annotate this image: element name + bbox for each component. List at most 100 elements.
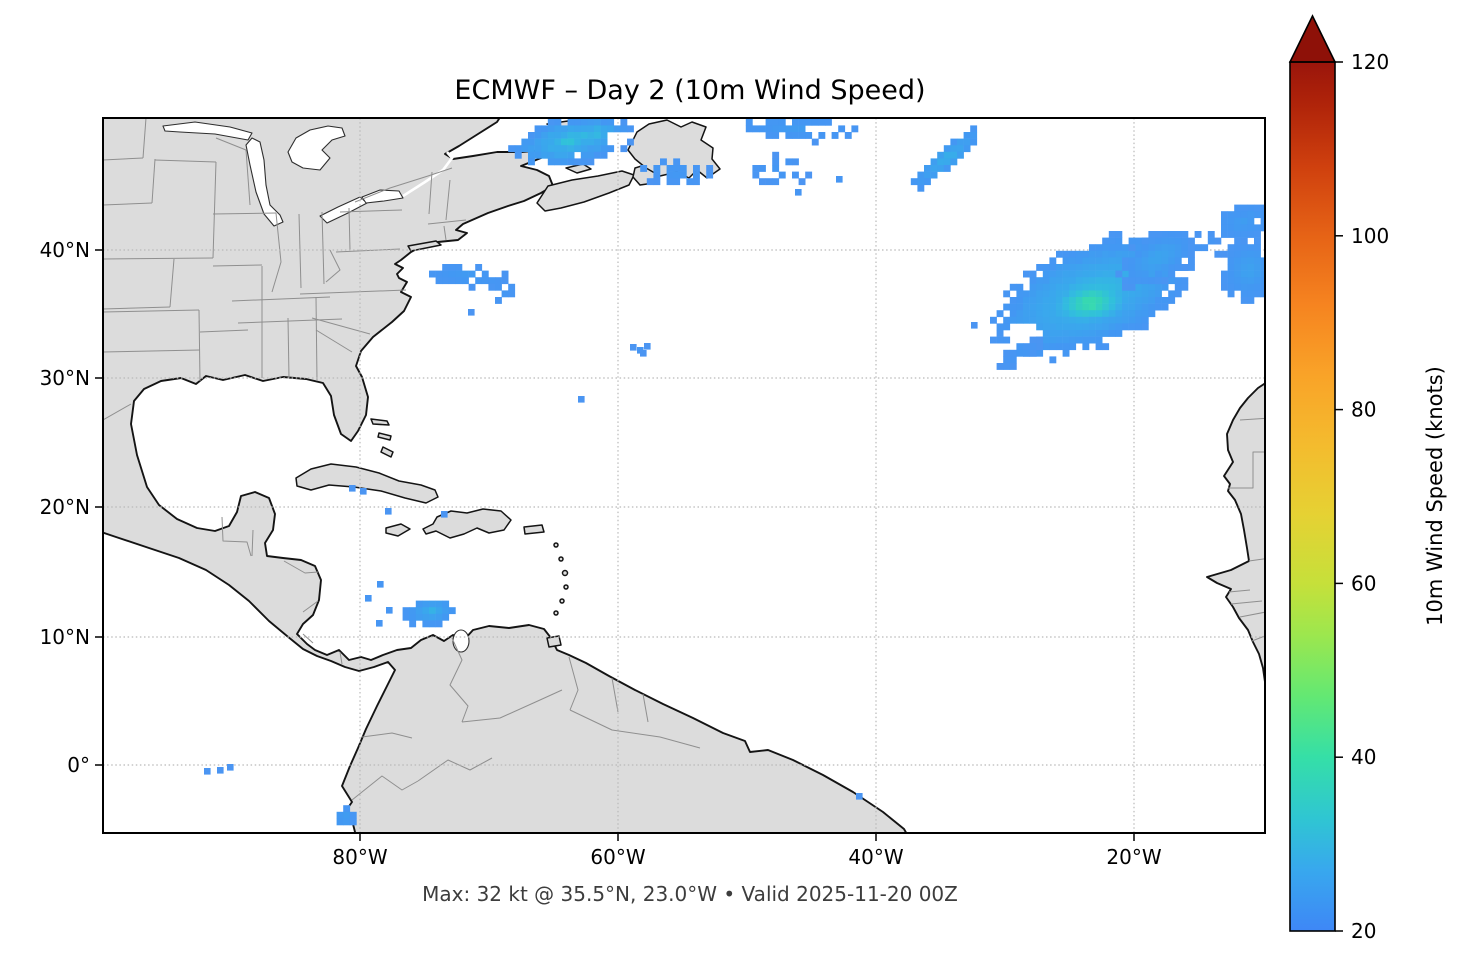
wind-cell	[561, 151, 568, 159]
wind-cell	[950, 138, 958, 146]
wind-cell	[1102, 257, 1110, 265]
wind-cell	[1161, 244, 1169, 252]
wind-cell	[1115, 277, 1123, 285]
wind-cell	[587, 125, 595, 133]
wind-cell	[1075, 316, 1083, 324]
wind-cell	[1168, 264, 1176, 271]
wind-cell	[1267, 224, 1274, 231]
wind-cell	[1042, 330, 1050, 337]
wind-cell	[1009, 303, 1017, 311]
wind-cell	[1122, 316, 1129, 324]
wind-cell	[475, 264, 483, 271]
wind-cell	[620, 145, 628, 153]
wind-cell	[640, 165, 648, 172]
wind-cell	[1221, 270, 1228, 278]
wind-cell	[1141, 316, 1149, 324]
wind-cell	[844, 132, 852, 139]
wind-cell	[1161, 283, 1169, 291]
wind-cell	[1227, 224, 1235, 232]
wind-cell	[1108, 290, 1116, 298]
wind-cell	[1141, 323, 1149, 331]
wind-cell	[1049, 330, 1057, 337]
wind-cell	[1194, 244, 1202, 252]
wind-cell	[1148, 237, 1156, 245]
colorbar-gradient	[1290, 62, 1335, 931]
trinidad	[546, 635, 562, 648]
wind-cell	[1188, 237, 1195, 245]
wind-cell	[792, 171, 799, 179]
wind-cell	[554, 138, 562, 146]
wind-cell	[1135, 316, 1143, 324]
wind-cell	[693, 178, 700, 186]
wind-cell	[1247, 270, 1255, 278]
wind-cell	[1247, 283, 1255, 291]
wind-cell	[1135, 244, 1143, 252]
wind-cell	[1042, 290, 1050, 298]
wind-cell	[1023, 316, 1030, 324]
wind-cell	[1188, 264, 1195, 271]
wind-cell	[1003, 316, 1011, 324]
wind-cell	[567, 151, 575, 159]
wind-cell	[673, 158, 681, 166]
wind-cell	[534, 132, 542, 139]
wind-cell	[1214, 250, 1222, 258]
antilles-islet	[553, 610, 559, 616]
antilles-islet	[553, 542, 559, 548]
wind-cell	[620, 125, 628, 133]
wind-cell	[772, 151, 780, 159]
wind-cell	[1254, 250, 1261, 258]
wind-cell	[587, 132, 595, 139]
wind-cell	[1069, 323, 1077, 331]
wind-cell	[1161, 231, 1169, 238]
wind-cell	[607, 145, 615, 153]
wind-cell	[1234, 277, 1242, 285]
wind-cell	[996, 330, 1004, 337]
wind-cell	[409, 613, 417, 621]
wind-cell	[415, 613, 423, 621]
wind-cell	[1240, 204, 1248, 212]
wind-cell	[1240, 237, 1248, 245]
wind-cell	[1062, 297, 1070, 304]
wind-cell	[1115, 237, 1123, 245]
wind-cell	[1108, 257, 1116, 265]
wind-cell	[1260, 270, 1265, 278]
wind-cell	[1095, 343, 1103, 351]
wind-cell	[488, 283, 496, 291]
wind-cell	[376, 620, 383, 627]
st-lawrence-river	[402, 151, 454, 198]
wind-cell	[1254, 211, 1261, 219]
wind-cell	[422, 607, 430, 615]
wind-cell	[1155, 303, 1162, 311]
wind-cell	[1082, 290, 1090, 298]
wind-cell	[1056, 250, 1063, 258]
wind-cell	[1227, 264, 1235, 271]
wind-cell	[1023, 290, 1030, 298]
wind-cell	[1089, 297, 1096, 304]
wind-cell	[765, 132, 773, 139]
wind-cell	[811, 118, 819, 126]
wind-cell	[1247, 244, 1255, 252]
wind-cell	[1108, 264, 1116, 271]
wind-cell	[1155, 264, 1162, 271]
wind-cell	[1069, 290, 1077, 298]
wind-cell	[1148, 297, 1156, 304]
wind-cell	[514, 151, 522, 159]
wind-cell	[1075, 310, 1083, 318]
wind-cell	[561, 132, 568, 139]
wind-cell	[1240, 283, 1248, 291]
wind-cell	[385, 508, 392, 515]
wind-cell	[1095, 277, 1103, 285]
wind-cell	[1128, 310, 1136, 318]
wind-cell	[501, 290, 509, 298]
wind-cell	[693, 171, 700, 179]
wind-cell	[580, 125, 588, 133]
wind-cell	[1168, 270, 1176, 278]
wind-cell	[1069, 250, 1077, 258]
wind-cell	[429, 600, 436, 608]
wind-cell	[838, 125, 846, 133]
wind-cell	[943, 158, 951, 166]
wind-cell	[1075, 330, 1083, 337]
wind-cell	[1089, 303, 1096, 311]
wind-cell	[1082, 330, 1090, 337]
wind-cell	[1009, 297, 1017, 304]
